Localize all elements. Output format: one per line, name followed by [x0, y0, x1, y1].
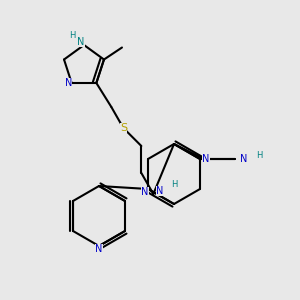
Text: N: N — [95, 244, 103, 254]
Text: N: N — [240, 154, 248, 164]
Text: H: H — [256, 152, 262, 160]
Text: H: H — [171, 181, 178, 190]
Text: S: S — [120, 123, 127, 133]
Text: N: N — [156, 186, 163, 196]
Text: H: H — [69, 32, 75, 40]
Text: N: N — [141, 187, 149, 197]
Text: N: N — [65, 78, 72, 88]
Text: N: N — [202, 154, 210, 164]
Text: N: N — [77, 37, 85, 47]
